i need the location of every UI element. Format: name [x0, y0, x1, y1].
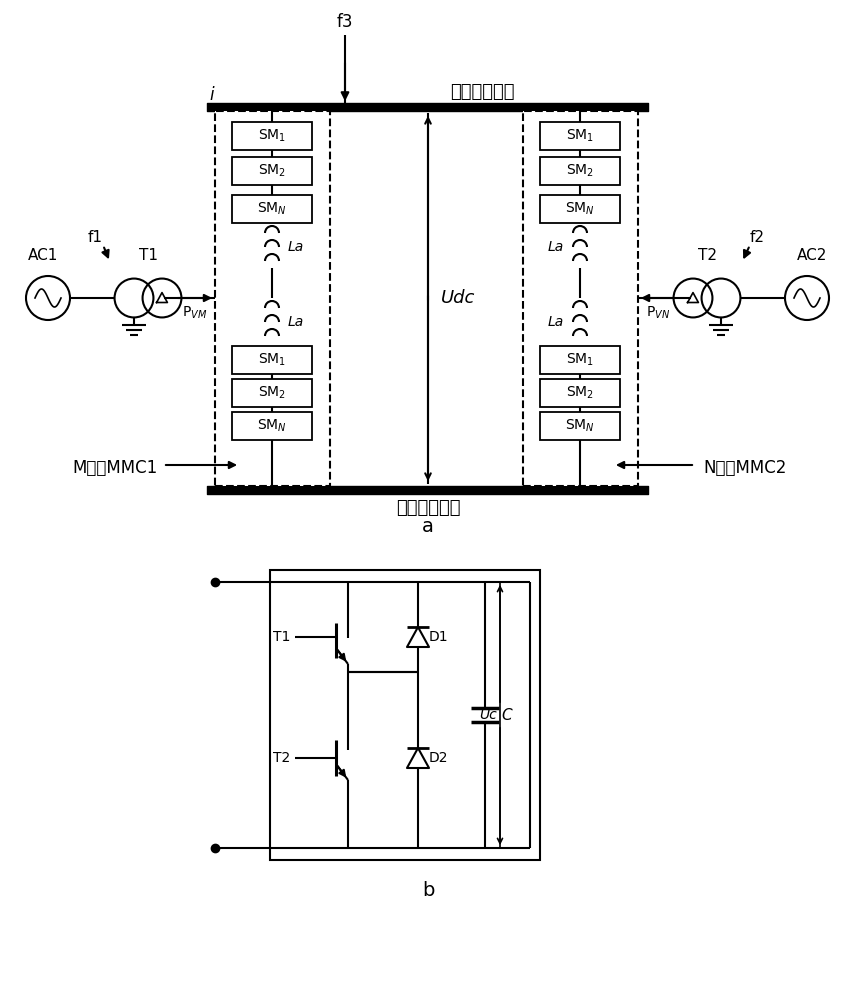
Text: SM$_N$: SM$_N$: [257, 418, 287, 434]
Text: La: La: [288, 240, 304, 254]
Bar: [540, 122, 620, 150]
Text: f3: f3: [337, 13, 353, 31]
Bar: [540, 346, 620, 374]
Text: SM$_N$: SM$_N$: [565, 201, 595, 217]
Text: P$_{VM}$: P$_{VM}$: [182, 305, 208, 321]
Text: SM$_2$: SM$_2$: [566, 163, 594, 179]
Text: SM$_N$: SM$_N$: [257, 201, 287, 217]
Text: Udc: Udc: [441, 289, 475, 307]
Text: 正极直流线路: 正极直流线路: [450, 83, 515, 101]
Text: P$_{VN}$: P$_{VN}$: [646, 305, 670, 321]
Bar: [215, 111, 330, 486]
Bar: [232, 195, 312, 223]
Text: SM$_1$: SM$_1$: [566, 352, 594, 368]
Text: La: La: [548, 315, 564, 329]
Text: N侧，MMC2: N侧，MMC2: [704, 459, 787, 477]
Text: SM$_2$: SM$_2$: [566, 385, 594, 401]
Bar: [232, 412, 312, 440]
Bar: [232, 379, 312, 407]
Text: Uc: Uc: [479, 708, 497, 722]
Bar: [540, 379, 620, 407]
Text: SM$_1$: SM$_1$: [258, 128, 286, 144]
Text: SM$_1$: SM$_1$: [258, 352, 286, 368]
Text: f1: f1: [87, 230, 103, 244]
Text: T2: T2: [698, 248, 716, 263]
Bar: [232, 346, 312, 374]
Text: SM$_2$: SM$_2$: [258, 385, 286, 401]
Bar: [540, 195, 620, 223]
Text: T1: T1: [274, 630, 291, 644]
Bar: [540, 412, 620, 440]
Text: AC1: AC1: [28, 248, 58, 263]
Text: SM$_2$: SM$_2$: [258, 163, 286, 179]
Text: b: b: [422, 880, 434, 900]
Text: C: C: [502, 708, 512, 722]
Text: T1: T1: [139, 248, 157, 263]
Text: La: La: [548, 240, 564, 254]
Text: T2: T2: [274, 751, 291, 765]
Bar: [270, 570, 540, 860]
Text: AC2: AC2: [797, 248, 827, 263]
Text: i: i: [209, 86, 215, 104]
Text: a: a: [422, 518, 434, 536]
Bar: [232, 122, 312, 150]
Text: D2: D2: [428, 751, 448, 765]
Text: 负极直流线路: 负极直流线路: [396, 499, 460, 517]
Text: SM$_N$: SM$_N$: [565, 418, 595, 434]
Bar: [232, 157, 312, 185]
Text: D1: D1: [428, 630, 448, 644]
Text: SM$_1$: SM$_1$: [566, 128, 594, 144]
Bar: [540, 157, 620, 185]
Bar: [523, 111, 638, 486]
Text: M侧，MMC1: M侧，MMC1: [73, 459, 157, 477]
Text: La: La: [288, 315, 304, 329]
Text: f2: f2: [750, 230, 764, 244]
